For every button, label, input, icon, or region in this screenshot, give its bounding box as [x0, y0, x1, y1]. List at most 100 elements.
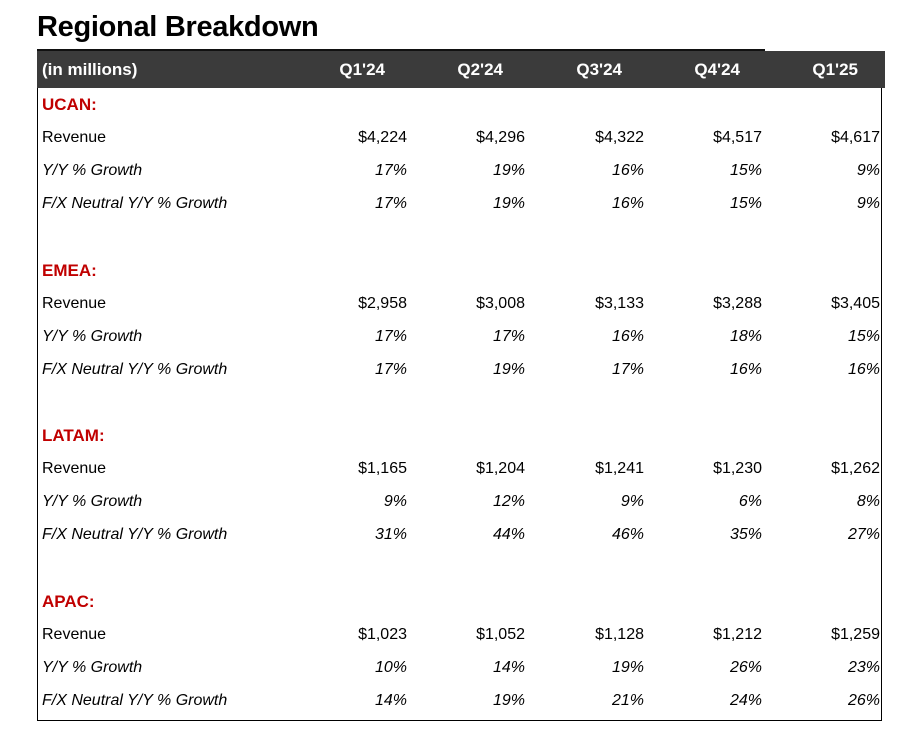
column-header-q1-24: Q1'24: [339, 60, 385, 79]
table-cell: 31%: [374, 526, 407, 543]
table-cell: 8%: [856, 493, 880, 510]
table-cell: $3,008: [476, 295, 525, 312]
table-cell: 21%: [611, 692, 644, 709]
table-cell: 17%: [374, 328, 407, 345]
page-title: Regional Breakdown: [37, 11, 319, 43]
table-header: (in millions) Q1'24 Q2'24 Q3'24 Q4'24 Q1…: [37, 51, 885, 88]
table-cell: 16%: [611, 162, 644, 179]
table-cell: 12%: [492, 493, 525, 510]
table-cell: 19%: [492, 162, 525, 179]
table-cell: $1,212: [713, 626, 762, 643]
column-header-q3-24: Q3'24: [576, 60, 622, 79]
table-cell: 9%: [856, 195, 880, 212]
table-cell: $4,617: [831, 129, 880, 146]
section-header-apac: APAC:: [37, 585, 885, 618]
table-row-ucan-yy-growth: Y/Y % Growth 17% 19% 16% 15% 9%: [37, 154, 885, 187]
table-row-apac-yy-growth: Y/Y % Growth 10% 14% 19% 26% 23%: [37, 651, 885, 684]
row-label: F/X Neutral Y/Y % Growth: [42, 526, 228, 543]
table-cell: $4,296: [476, 129, 525, 146]
table-cell: 24%: [729, 692, 762, 709]
table-row-apac-revenue: Revenue $1,023 $1,052 $1,128 $1,212 $1,259: [37, 618, 885, 651]
table-cell: $1,259: [831, 626, 880, 643]
column-header-q4-24: Q4'24: [694, 60, 740, 79]
table-cell: $1,165: [358, 460, 407, 477]
row-label: Y/Y % Growth: [42, 493, 143, 510]
table-row-emea-fx-neutral-growth: F/X Neutral Y/Y % Growth 17% 19% 17% 16% 16%: [37, 353, 885, 386]
row-label: Revenue: [42, 295, 107, 312]
table-cell: $4,224: [358, 129, 407, 146]
table-cell: 18%: [729, 328, 762, 345]
table-cell: 17%: [374, 162, 407, 179]
table-cell: 14%: [492, 659, 525, 676]
section-label: UCAN:: [42, 95, 97, 114]
row-label: Y/Y % Growth: [42, 162, 143, 179]
table-cell: 6%: [738, 493, 762, 510]
table-cell: 44%: [492, 526, 525, 543]
table-row-latam-revenue: Revenue $1,165 $1,204 $1,241 $1,230 $1,262: [37, 452, 885, 485]
row-label: Revenue: [42, 129, 107, 146]
table-row-emea-revenue: Revenue $2,958 $3,008 $3,133 $3,288 $3,405: [37, 287, 885, 320]
table-cell: $3,133: [595, 295, 644, 312]
table-cell: 26%: [847, 692, 880, 709]
table-cell: 16%: [847, 361, 880, 378]
section-header-latam: LATAM:: [37, 419, 885, 452]
table-cell: $3,288: [713, 295, 762, 312]
table-cell: 17%: [374, 195, 407, 212]
table-cell: 14%: [374, 692, 407, 709]
table-cell: $1,230: [713, 460, 762, 477]
table-cell: 46%: [611, 526, 644, 543]
table-cell: $1,241: [595, 460, 644, 477]
table-cell: 27%: [847, 526, 880, 543]
table-cell: 10%: [374, 659, 407, 676]
table-cell: $1,262: [831, 460, 880, 477]
table-cell: 26%: [729, 659, 762, 676]
table-cell: $1,128: [595, 626, 644, 643]
column-header-q1-25: Q1'25: [812, 60, 858, 79]
table-cell: 15%: [847, 328, 880, 345]
table-cell: $1,204: [476, 460, 525, 477]
table-cell: $2,958: [358, 295, 407, 312]
column-header-q2-24: Q2'24: [457, 60, 503, 79]
table-row-latam-yy-growth: Y/Y % Growth 9% 12% 9% 6% 8%: [37, 485, 885, 518]
table-cell: 16%: [611, 328, 644, 345]
table-cell: 19%: [492, 195, 525, 212]
table-cell: 9%: [383, 493, 407, 510]
table-row-latam-fx-neutral-growth: F/X Neutral Y/Y % Growth 31% 44% 46% 35% 27%: [37, 518, 885, 551]
table-cell: 17%: [492, 328, 525, 345]
table-cell: 19%: [492, 361, 525, 378]
row-label: F/X Neutral Y/Y % Growth: [42, 692, 228, 709]
table-cell: 23%: [847, 659, 880, 676]
table-cell: $4,322: [595, 129, 644, 146]
section-header-ucan: UCAN:: [37, 88, 885, 121]
table-cell: 17%: [374, 361, 407, 378]
row-label: Revenue: [42, 460, 107, 477]
row-label: F/X Neutral Y/Y % Growth: [42, 361, 228, 378]
table-cell: 15%: [729, 162, 762, 179]
table-cell: 35%: [729, 526, 762, 543]
table-cell: 19%: [611, 659, 644, 676]
table-cell: 9%: [856, 162, 880, 179]
table-cell: $4,517: [713, 129, 762, 146]
section-label: LATAM:: [42, 426, 105, 445]
table-cell: 15%: [729, 195, 762, 212]
table-cell: 16%: [611, 195, 644, 212]
section-header-emea: EMEA:: [37, 254, 885, 287]
table-cell: $3,405: [831, 295, 880, 312]
section-label: APAC:: [42, 592, 95, 611]
units-label: (in millions): [42, 60, 138, 79]
table-cell: 17%: [611, 361, 644, 378]
table-row-emea-yy-growth: Y/Y % Growth 17% 17% 16% 18% 15%: [37, 320, 885, 353]
section-label: EMEA:: [42, 261, 97, 280]
row-label: Revenue: [42, 626, 107, 643]
table-row-ucan-revenue: Revenue $4,224 $4,296 $4,322 $4,517 $4,617: [37, 121, 885, 154]
row-label: Y/Y % Growth: [42, 659, 143, 676]
row-label: Y/Y % Growth: [42, 328, 143, 345]
table-frame: [37, 51, 882, 721]
table-cell: 9%: [620, 493, 644, 510]
row-label: F/X Neutral Y/Y % Growth: [42, 195, 228, 212]
title-underline: [37, 49, 765, 51]
table-cell: 16%: [729, 361, 762, 378]
table-cell: 19%: [492, 692, 525, 709]
table-cell: $1,052: [476, 626, 525, 643]
table-row-apac-fx-neutral-growth: F/X Neutral Y/Y % Growth 14% 19% 21% 24% 26%: [37, 684, 885, 717]
